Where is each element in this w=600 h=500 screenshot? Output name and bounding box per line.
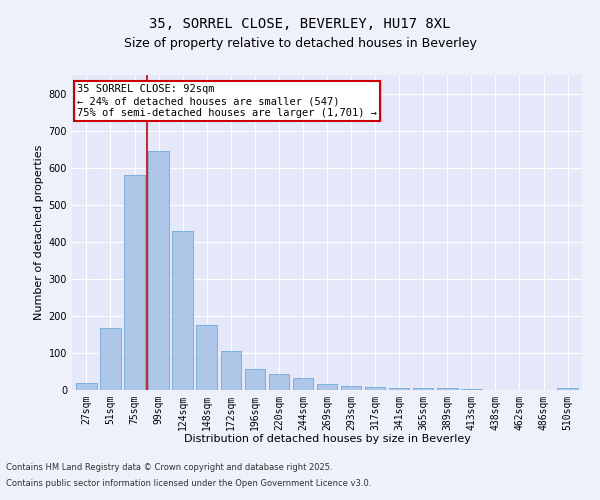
Bar (341, 386, 361, 390)
Text: Contains HM Land Registry data © Crown copyright and database right 2025.: Contains HM Land Registry data © Crown c… (6, 464, 332, 472)
Y-axis label: Number of detached properties: Number of detached properties (34, 145, 44, 320)
Text: Size of property relative to detached houses in Beverley: Size of property relative to detached ho… (124, 38, 476, 51)
Bar (100, 328, 121, 390)
Text: 35, SORREL CLOSE, BEVERLEY, HU17 8XL: 35, SORREL CLOSE, BEVERLEY, HU17 8XL (149, 18, 451, 32)
Text: 35 SORREL CLOSE: 92sqm
← 24% of detached houses are smaller (547)
75% of semi-de: 35 SORREL CLOSE: 92sqm ← 24% of detached… (77, 84, 377, 117)
Bar (124, 175, 145, 390)
Bar (317, 384, 337, 390)
Bar (365, 386, 385, 390)
X-axis label: Distribution of detached houses by size in Beverley: Distribution of detached houses by size … (184, 434, 470, 444)
Bar (293, 378, 313, 390)
Bar (437, 388, 458, 390)
Bar (269, 374, 289, 390)
Bar (221, 351, 241, 390)
Bar (389, 388, 409, 390)
Bar (413, 388, 433, 390)
Bar (148, 151, 169, 390)
Text: Contains public sector information licensed under the Open Government Licence v3: Contains public sector information licen… (6, 478, 371, 488)
Bar (557, 388, 578, 390)
Bar (245, 369, 265, 390)
Bar (196, 325, 217, 390)
Bar (76, 384, 97, 390)
Bar (172, 230, 193, 390)
